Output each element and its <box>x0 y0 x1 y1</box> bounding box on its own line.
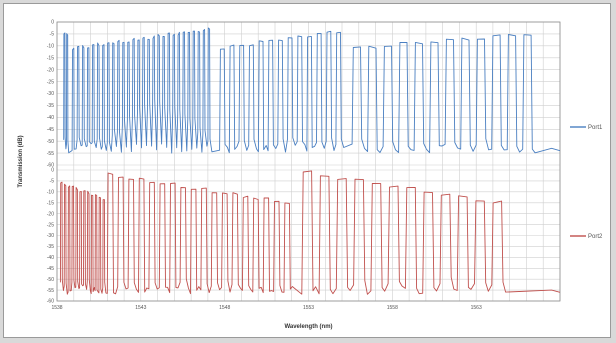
y-tick-label: -25 <box>47 222 54 228</box>
legend-label: Port2 <box>588 234 603 240</box>
y-tick-label: -35 <box>47 103 54 109</box>
x-tick-label: 1548 <box>219 305 230 311</box>
y-tick-label: -20 <box>47 211 54 217</box>
y-tick-label: -5 <box>50 179 55 185</box>
y-tick-label: -40 <box>47 255 54 261</box>
y-tick-label: -35 <box>47 244 54 250</box>
y-tick-label: -30 <box>47 233 54 239</box>
y-tick-label: -55 <box>47 288 54 294</box>
legend: Port1 Port2 <box>570 125 603 240</box>
x-tick-label: 1543 <box>135 305 146 311</box>
y-tick-label: -10 <box>47 44 54 50</box>
plot-area-border <box>56 21 561 302</box>
axes: 0-5-10-15-20-25-30-35-40-45-50-55-600-5-… <box>47 20 561 311</box>
y-tick-label: -60 <box>47 163 54 169</box>
x-tick-label: 1563 <box>471 305 482 311</box>
y-tick-label: 0 <box>51 20 54 26</box>
y-tick-label: -45 <box>47 127 54 133</box>
y-tick-label: -40 <box>47 115 54 121</box>
x-tick-label: 1558 <box>387 305 398 311</box>
legend-label: Port1 <box>588 125 603 131</box>
y-tick-label: 0 <box>51 168 54 174</box>
y-tick-label: -25 <box>47 79 54 85</box>
y-tick-label: -55 <box>47 151 54 157</box>
y-tick-label: -10 <box>47 190 54 196</box>
y-tick-label: -60 <box>47 299 54 305</box>
series-line-port2 <box>59 170 561 295</box>
x-axis-title: Wavelength (nm) <box>284 324 332 330</box>
y-tick-label: -50 <box>47 277 54 283</box>
y-tick-label: -45 <box>47 266 54 272</box>
y-tick-label: -15 <box>47 200 54 206</box>
y-tick-label: -20 <box>47 67 54 73</box>
y-axis-title: Transmission (dB) <box>18 135 24 187</box>
x-tick-label: 1553 <box>303 305 314 311</box>
series-group <box>59 27 561 295</box>
series-line-port1 <box>63 27 561 154</box>
y-tick-label: -5 <box>50 32 55 38</box>
x-tick-label: 1538 <box>51 305 62 311</box>
y-tick-label: -15 <box>47 56 54 62</box>
y-tick-label: -50 <box>47 139 54 145</box>
y-tick-label: -30 <box>47 91 54 97</box>
